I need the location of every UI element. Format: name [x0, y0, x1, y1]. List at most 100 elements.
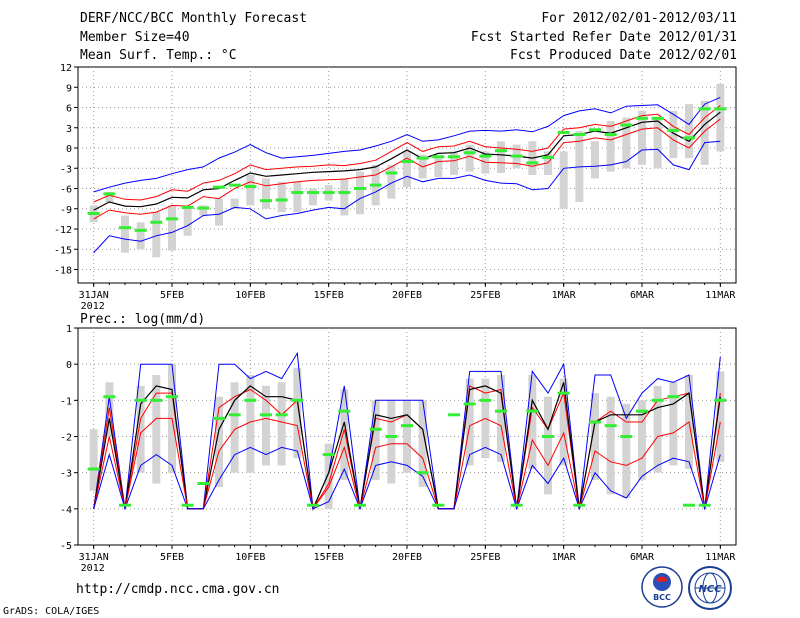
ensemble-spread-box	[591, 141, 599, 179]
ensemble-spread-box	[230, 198, 239, 209]
y-tick-label: 0	[66, 360, 72, 371]
ensemble-spread-box	[622, 403, 631, 498]
ensemble-spread-box	[168, 205, 176, 251]
green-marker	[651, 398, 664, 402]
y-tick-label: -6	[60, 185, 72, 196]
green-marker	[134, 228, 147, 232]
ensemble-spread-box	[434, 158, 443, 178]
temperature-panel: 12 9 6 3 0 -3 -6 -9 -12 -15 -18 31JAN 5FEB 10FEB 15FEB…	[54, 63, 737, 312]
ensemble-spread-box	[403, 400, 411, 473]
grads-credit: GrADS: COLA/IGES	[3, 606, 100, 617]
ensemble-spread-box	[262, 178, 270, 209]
ensemble-spread-box	[230, 382, 239, 473]
green-marker	[604, 424, 617, 428]
source-url[interactable]: http://cmdp.ncc.cma.gov.cn	[76, 582, 280, 597]
ensemble-spread-box	[340, 389, 349, 480]
green-marker	[416, 156, 429, 160]
green-marker	[87, 467, 100, 471]
ensemble-spread-box	[387, 164, 396, 199]
bcc-logo-swirl	[656, 576, 668, 582]
ensemble-spread-box	[716, 83, 725, 152]
green-marker	[683, 503, 695, 507]
green-marker	[636, 116, 648, 120]
y-tick-label: -4	[60, 505, 72, 516]
green-marker	[338, 409, 351, 413]
x-tick-label: 10FEB	[235, 552, 265, 563]
green-marker	[213, 185, 225, 189]
member-size-label: Member Size=40	[80, 30, 190, 45]
ensemble-spread-box	[716, 371, 725, 462]
green-marker	[228, 183, 241, 187]
x-tick-label: 6MAR	[630, 290, 655, 301]
ensemble-spread-box	[277, 181, 286, 213]
series-line-p25	[93, 118, 721, 220]
series-line-mean	[93, 111, 721, 211]
green-marker	[620, 123, 633, 127]
green-marker	[119, 503, 131, 507]
green-marker	[119, 226, 131, 230]
green-marker	[181, 503, 194, 507]
series-line-min	[93, 140, 721, 253]
x-tick-label: 25FEB	[470, 290, 500, 301]
green-marker	[260, 199, 272, 203]
green-marker	[432, 155, 445, 159]
green-marker	[213, 416, 225, 420]
green-marker	[479, 398, 492, 402]
x-tick-label: 25FEB	[470, 552, 500, 563]
ncc-logo: NCC	[688, 566, 732, 610]
ensemble-spread-box	[215, 396, 223, 488]
y-tick-label: 6	[66, 104, 72, 115]
green-marker	[416, 471, 429, 475]
produced-date-label: Fcst Produced Date 2012/02/01	[510, 48, 737, 63]
green-marker	[573, 133, 586, 136]
green-marker	[134, 398, 147, 402]
green-marker	[495, 149, 507, 153]
green-marker	[244, 184, 257, 188]
ensemble-spread-box	[497, 375, 505, 462]
green-marker	[463, 402, 476, 406]
ensemble-spread-box	[89, 429, 98, 491]
green-marker	[369, 427, 382, 431]
started-date-label: Fcst Started Refer Date 2012/01/31	[470, 30, 737, 45]
green-marker	[495, 409, 507, 413]
green-marker	[275, 413, 288, 417]
green-marker	[589, 128, 601, 132]
green-marker	[557, 130, 570, 134]
ensemble-spread-box	[669, 110, 678, 159]
y-tick-label: -15	[54, 245, 72, 256]
ensemble-spread-box	[356, 171, 364, 215]
green-marker	[354, 187, 366, 190]
x-tick-label: 1MAR	[552, 290, 577, 301]
x-tick-label: 5FEB	[160, 552, 184, 563]
x-tick-label: 10FEB	[235, 290, 265, 301]
ensemble-spread-box	[309, 188, 317, 206]
bcc-logo-text: BCC	[653, 593, 671, 602]
green-marker	[260, 413, 272, 417]
green-marker	[714, 398, 727, 402]
y-tick-label: -3	[60, 164, 72, 175]
green-marker	[463, 151, 476, 155]
green-marker	[510, 154, 523, 158]
ensemble-spread-box	[246, 175, 255, 206]
ensemble-spread-box	[183, 208, 192, 236]
ensemble-spread-box	[591, 393, 599, 480]
variable-label: Mean Surf. Temp.: °C	[80, 48, 237, 63]
bcc-logo: BCC	[641, 566, 683, 608]
green-marker	[166, 217, 178, 221]
green-marker	[651, 116, 664, 120]
y-tick-label: 1	[66, 324, 72, 335]
x-tick-label: 11MAR	[705, 552, 736, 563]
green-marker	[228, 413, 241, 417]
ensemble-spread-box	[465, 378, 474, 466]
x-tick-label: 15FEB	[314, 290, 344, 301]
green-marker	[510, 503, 523, 507]
x-tick-label: 15FEB	[314, 552, 344, 563]
y-tick-label: -12	[54, 225, 72, 236]
green-marker	[542, 155, 554, 159]
green-marker	[401, 424, 413, 428]
green-marker	[291, 191, 304, 195]
y-tick-label: 0	[66, 144, 72, 155]
green-marker	[526, 409, 539, 413]
green-marker	[150, 220, 163, 224]
green-marker	[432, 503, 445, 507]
